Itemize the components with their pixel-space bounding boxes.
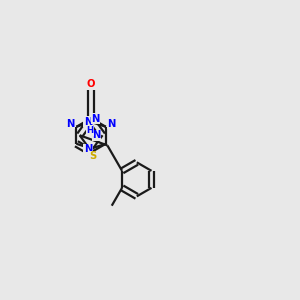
Text: N: N bbox=[88, 154, 97, 164]
Text: N: N bbox=[84, 116, 92, 127]
Text: H: H bbox=[87, 126, 94, 135]
Text: N: N bbox=[107, 119, 116, 129]
Text: O: O bbox=[87, 80, 95, 89]
Text: N: N bbox=[84, 144, 92, 154]
Text: N: N bbox=[66, 119, 74, 129]
Text: N: N bbox=[92, 130, 101, 140]
Text: N: N bbox=[92, 114, 100, 124]
Text: S: S bbox=[89, 152, 96, 161]
